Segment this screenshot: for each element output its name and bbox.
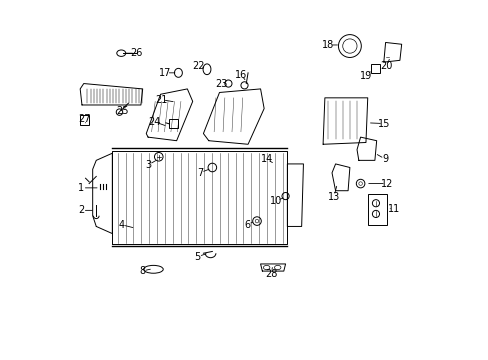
Bar <box>370 64 380 73</box>
Text: 23: 23 <box>215 78 227 89</box>
Text: 25: 25 <box>116 106 128 116</box>
Text: 1: 1 <box>78 183 84 193</box>
Text: 10: 10 <box>269 196 282 206</box>
Text: 18: 18 <box>322 40 334 50</box>
Text: 5: 5 <box>194 252 200 262</box>
Bar <box>367 194 386 225</box>
Text: 21: 21 <box>155 95 167 105</box>
Text: 16: 16 <box>234 69 246 80</box>
Text: 9: 9 <box>382 154 388 164</box>
Text: 3: 3 <box>144 160 151 170</box>
Text: 15: 15 <box>378 118 390 129</box>
Text: 11: 11 <box>387 203 400 213</box>
Text: 8: 8 <box>139 266 145 276</box>
Text: 17: 17 <box>159 68 171 78</box>
Text: 27: 27 <box>78 113 91 123</box>
Text: 6: 6 <box>244 220 249 230</box>
Text: 13: 13 <box>327 192 339 202</box>
Text: 2: 2 <box>78 205 84 215</box>
Text: 19: 19 <box>359 71 371 81</box>
Text: 14: 14 <box>260 154 272 164</box>
Text: 4: 4 <box>118 220 124 230</box>
Text: 22: 22 <box>192 61 204 71</box>
Text: 24: 24 <box>148 117 161 127</box>
Text: 20: 20 <box>380 62 392 71</box>
Text: 12: 12 <box>381 179 393 189</box>
Text: 26: 26 <box>130 48 142 58</box>
Text: 7: 7 <box>196 168 203 178</box>
Bar <box>169 119 178 128</box>
Bar <box>80 114 89 125</box>
Text: 28: 28 <box>264 269 277 279</box>
